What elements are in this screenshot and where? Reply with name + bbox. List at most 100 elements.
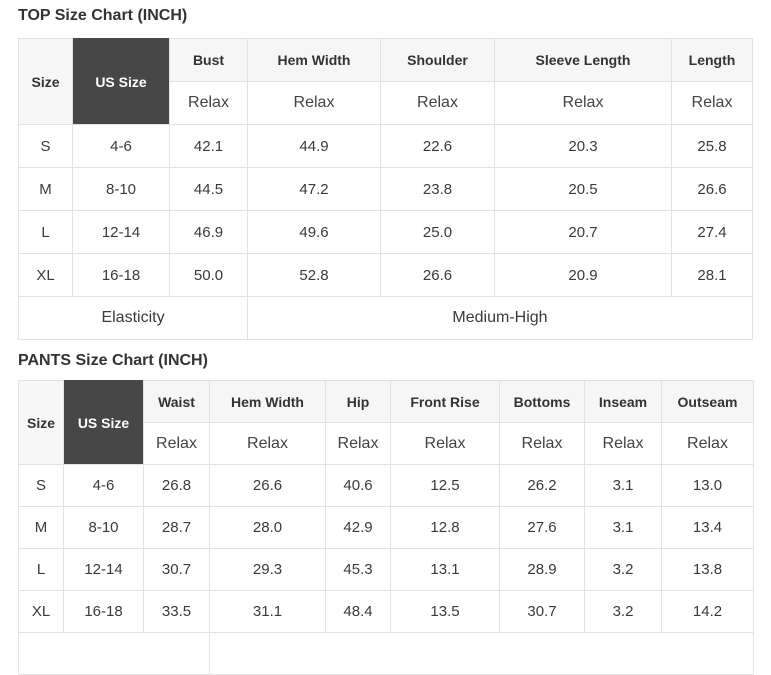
size-cell: L <box>18 548 64 591</box>
pants-size-chart-table: Size US Size Waist Hem Width Hip Front Rise Bo… <box>18 380 754 675</box>
value-cell: 28.7 <box>143 506 210 549</box>
us-size-cell: 8-10 <box>72 167 170 211</box>
value-cell: 26.8 <box>143 464 210 507</box>
size-row: S 4-6 26.8 26.6 40.6 12.5 26.2 3.1 13.0 <box>18 464 754 507</box>
size-cell: XL <box>18 590 64 633</box>
value-cell: 27.4 <box>671 210 753 254</box>
value-cell: 50.0 <box>169 253 248 297</box>
value-cell: 31.1 <box>209 590 326 633</box>
column-header-hip: Hip <box>325 380 391 423</box>
value-cell: 40.6 <box>325 464 391 507</box>
size-row: M 8-10 28.7 28.0 42.9 12.8 27.6 3.1 13.4 <box>18 506 754 549</box>
elasticity-row <box>18 632 754 675</box>
value-cell: 26.6 <box>209 464 326 507</box>
size-row: S 4-6 42.1 44.9 22.6 20.3 25.8 <box>18 124 753 168</box>
fit-row: Relax Relax Relax Relax Relax Relax Relax <box>19 422 754 465</box>
fit-cell-hem-width: Relax <box>209 422 326 465</box>
fit-cell-outseam: Relax <box>661 422 754 465</box>
value-cell: 26.6 <box>380 253 495 297</box>
us-size-cell: 16-18 <box>72 253 170 297</box>
value-cell: 12.8 <box>390 506 500 549</box>
fit-cell-front-rise: Relax <box>390 422 500 465</box>
top-size-chart-table: Size US Size Bust Hem Width Shoulder Sleeve L… <box>18 38 753 340</box>
header-row: Size US Size Waist Hem Width Hip Front Rise Bo… <box>18 380 754 465</box>
fit-cell-waist: Relax <box>143 422 210 465</box>
fit-row: Relax Relax Relax Relax Relax <box>19 81 753 125</box>
header-row: Size US Size Bust Hem Width Shoulder Sleeve L… <box>18 38 753 125</box>
fit-cell-bust: Relax <box>169 81 248 125</box>
elasticity-label-cell: Elasticity <box>18 296 248 340</box>
size-cell: S <box>18 124 73 168</box>
column-header-waist: Waist <box>143 380 210 423</box>
value-cell: 3.2 <box>584 590 662 633</box>
us-size-cell: 4-6 <box>63 464 144 507</box>
size-cell: S <box>18 464 64 507</box>
size-row: L 12-14 46.9 49.6 25.0 20.7 27.4 <box>18 210 753 254</box>
fit-cell-shoulder: Relax <box>380 81 495 125</box>
fit-cell-inseam: Relax <box>584 422 662 465</box>
size-column-header: Size <box>18 38 73 125</box>
value-cell: 3.2 <box>584 548 662 591</box>
us-size-cell: 4-6 <box>72 124 170 168</box>
value-cell: 23.8 <box>380 167 495 211</box>
value-cell: 13.1 <box>390 548 500 591</box>
value-cell: 49.6 <box>247 210 381 254</box>
value-cell: 20.7 <box>494 210 672 254</box>
column-header-inseam: Inseam <box>584 380 662 423</box>
value-cell: 27.6 <box>499 506 585 549</box>
size-cell: XL <box>18 253 73 297</box>
column-header-outseam: Outseam <box>661 380 754 423</box>
elasticity-label-cell <box>18 632 210 675</box>
fit-cell-bottoms: Relax <box>499 422 585 465</box>
value-cell: 45.3 <box>325 548 391 591</box>
value-cell: 46.9 <box>169 210 248 254</box>
size-cell: M <box>18 506 64 549</box>
size-column-header: Size <box>18 380 64 465</box>
fit-cell-length: Relax <box>671 81 753 125</box>
value-cell: 20.3 <box>494 124 672 168</box>
value-cell: 47.2 <box>247 167 381 211</box>
value-cell: 12.5 <box>390 464 500 507</box>
value-cell: 28.0 <box>209 506 326 549</box>
column-header-bust: Bust <box>169 38 248 82</box>
column-header-bottoms: Bottoms <box>499 380 585 423</box>
size-row: L 12-14 30.7 29.3 45.3 13.1 28.9 3.2 13.8 <box>18 548 754 591</box>
value-cell: 44.9 <box>247 124 381 168</box>
column-header-shoulder: Shoulder <box>380 38 495 82</box>
us-size-cell: 12-14 <box>63 548 144 591</box>
size-row: XL 16-18 33.5 31.1 48.4 13.5 30.7 3.2 14.2 <box>18 590 754 633</box>
us-size-cell: 8-10 <box>63 506 144 549</box>
value-cell: 26.6 <box>671 167 753 211</box>
column-header-front-rise: Front Rise <box>390 380 500 423</box>
value-cell: 28.9 <box>499 548 585 591</box>
column-header-length: Length <box>671 38 753 82</box>
size-cell: M <box>18 167 73 211</box>
value-cell: 20.9 <box>494 253 672 297</box>
value-cell: 22.6 <box>380 124 495 168</box>
value-cell: 20.5 <box>494 167 672 211</box>
value-cell: 3.1 <box>584 464 662 507</box>
size-row: XL 16-18 50.0 52.8 26.6 20.9 28.1 <box>18 253 753 297</box>
value-cell: 33.5 <box>143 590 210 633</box>
us-size-cell: 12-14 <box>72 210 170 254</box>
value-cell: 30.7 <box>143 548 210 591</box>
value-cell: 14.2 <box>661 590 754 633</box>
us-size-cell: 16-18 <box>63 590 144 633</box>
elasticity-value-cell <box>209 632 754 675</box>
column-header-sleeve-length: Sleeve Length <box>494 38 672 82</box>
value-cell: 42.1 <box>169 124 248 168</box>
fit-cell-sleeve-length: Relax <box>494 81 672 125</box>
fit-cell-hip: Relax <box>325 422 391 465</box>
value-cell: 26.2 <box>499 464 585 507</box>
value-cell: 13.4 <box>661 506 754 549</box>
value-cell: 13.5 <box>390 590 500 633</box>
value-cell: 25.8 <box>671 124 753 168</box>
size-cell: L <box>18 210 73 254</box>
value-cell: 29.3 <box>209 548 326 591</box>
column-header-hem-width: Hem Width <box>209 380 326 423</box>
elasticity-row: Elasticity Medium-High <box>18 296 753 340</box>
elasticity-value-cell: Medium-High <box>247 296 753 340</box>
top-size-chart-title: TOP Size Chart (INCH) <box>18 7 188 24</box>
value-cell: 28.1 <box>671 253 753 297</box>
